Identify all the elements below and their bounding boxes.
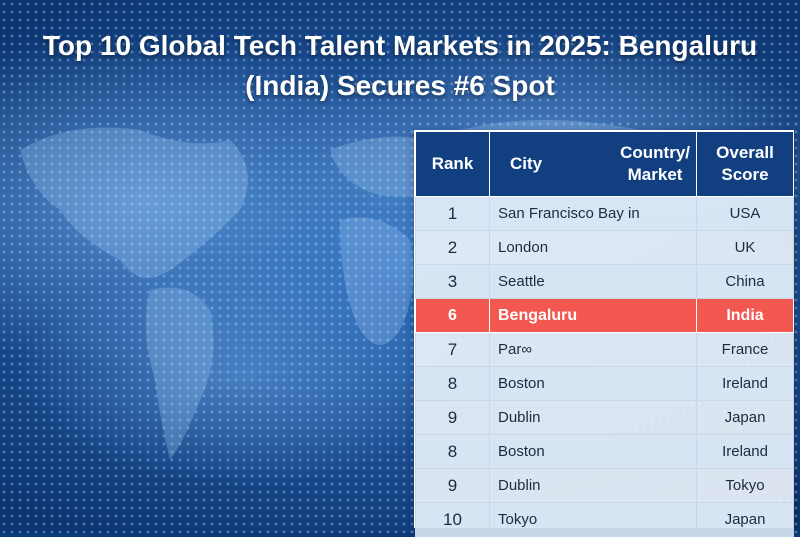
score-cell: France <box>696 332 794 367</box>
city-cell: San Francisco Bay in <box>489 196 697 231</box>
city-cell: Dublin <box>489 400 697 435</box>
city-cell: Par∞ <box>489 332 697 367</box>
rank-cell: 3 <box>415 264 490 299</box>
city-cell: London <box>489 230 697 265</box>
city-cell: Bengaluru <box>489 298 697 333</box>
header-rank: Rank <box>415 131 490 197</box>
table-row: 2 London UK <box>415 230 794 265</box>
city-cell: Boston <box>489 366 697 401</box>
rank-cell: 10 <box>415 502 490 537</box>
header-score-line1: Overall <box>716 143 774 162</box>
city-cell: Seattle <box>489 264 697 299</box>
table-row: 3 Seattle China <box>415 264 794 299</box>
score-cell: China <box>696 264 794 299</box>
rankings-table: Rank City Country/ Market Overall Score <box>415 131 794 537</box>
rank-cell: 6 <box>415 298 490 333</box>
city-cell: Boston <box>489 434 697 469</box>
table-row: 10 Tokyo Japan <box>415 502 794 537</box>
score-cell: India <box>696 298 794 333</box>
score-cell: Ireland <box>696 434 794 469</box>
rank-cell: 2 <box>415 230 490 265</box>
score-cell: Japan <box>696 400 794 435</box>
score-cell: Ireland <box>696 366 794 401</box>
rank-cell: 1 <box>415 196 490 231</box>
table-row: 9 Dublin Japan <box>415 400 794 435</box>
score-cell: Japan <box>696 502 794 537</box>
table-row: 8 Boston Ireland <box>415 366 794 401</box>
table-row: 7 Par∞ France <box>415 332 794 367</box>
table-row: 8 Boston Ireland <box>415 434 794 469</box>
page-title: Top 10 Global Tech Talent Markets in 202… <box>0 26 800 106</box>
rank-cell: 9 <box>415 468 490 503</box>
header-country-line2: Market <box>627 165 683 184</box>
city-cell: Dublin <box>489 468 697 503</box>
rank-cell: 8 <box>415 434 490 469</box>
table-header-row: Rank City Country/ Market Overall Score <box>415 131 794 197</box>
rank-cell: 8 <box>415 366 490 401</box>
city-cell: Tokyo <box>489 502 697 537</box>
title-line-1: Top 10 Global Tech Talent Markets in 202… <box>42 30 758 61</box>
rank-cell: 9 <box>415 400 490 435</box>
header-score-line2: Score <box>721 165 769 184</box>
score-cell: USA <box>696 196 794 231</box>
header-overall-score: Overall Score <box>696 131 794 197</box>
rank-cell: 7 <box>415 332 490 367</box>
score-cell: UK <box>696 230 794 265</box>
rankings-table-panel: Rank City Country/ Market Overall Score <box>414 130 794 537</box>
table-row-highlighted: 6 Bengaluru India <box>415 298 794 333</box>
header-country-market: Country/ Market <box>620 142 690 186</box>
header-city: City <box>510 154 543 173</box>
title-line-2: (India) Secures #6 Spot <box>245 70 555 101</box>
table-row: 1 San Francisco Bay in USA <box>415 196 794 231</box>
header-city-country: City Country/ Market <box>489 131 697 197</box>
header-country-line1: Country/ <box>620 143 690 162</box>
score-cell: Tokyo <box>696 468 794 503</box>
table-row: 9 Dublin Tokyo <box>415 468 794 503</box>
